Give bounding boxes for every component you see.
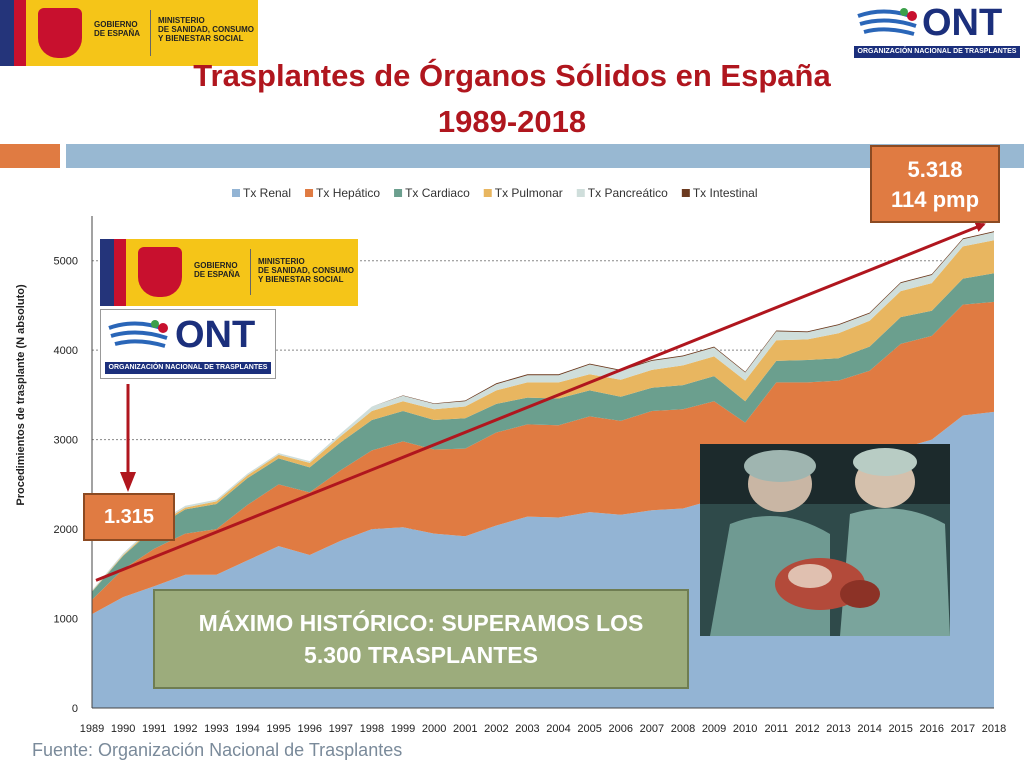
y-tick-label: 5000 [54, 256, 78, 268]
start-value-callout: 1.315 [83, 493, 175, 541]
surgery-photo [700, 444, 950, 636]
ont-word: ONT [175, 314, 256, 356]
y-tick-label: 1000 [54, 614, 78, 626]
x-tick-label: 2014 [857, 723, 881, 735]
page-title: Trasplantes de Órganos Sólidos en España [193, 58, 831, 93]
banner-line1: MÁXIMO HISTÓRICO: SUPERAMOS LOS [198, 610, 644, 636]
banner-line2: 5.300 TRASPLANTES [304, 642, 538, 668]
x-tick-label: 1998 [360, 723, 384, 735]
x-tick-label: 2010 [733, 723, 757, 735]
y-tick-label: 2000 [54, 524, 78, 536]
end-rate: 114 pmp [890, 187, 980, 212]
legend-swatch [483, 189, 492, 197]
legend-swatch [576, 189, 585, 197]
x-tick-label: 2011 [764, 723, 788, 735]
x-tick-label: 1990 [111, 723, 135, 735]
legend-label: Tx Cardiaco [405, 186, 470, 200]
y-tick-label: 0 [72, 703, 78, 715]
source-note: Fuente: Organización Nacional de Traspla… [32, 740, 403, 760]
legend-swatch [305, 189, 314, 197]
x-tick-label: 1999 [391, 723, 415, 735]
legend-label: Tx Pulmonar [495, 186, 563, 200]
x-tick-label: 2017 [951, 723, 975, 735]
x-tick-label: 2009 [702, 723, 726, 735]
ont-swoosh-icon [856, 8, 920, 40]
gov-text: GOBIERNO DE ESPAÑA [194, 261, 241, 279]
x-tick-label: 2001 [453, 723, 477, 735]
legend-swatch [394, 189, 403, 197]
x-tick-label: 2008 [671, 723, 695, 735]
legend-label: Tx Intestinal [693, 186, 758, 200]
ont-full-name: ORGANIZACIÓN NACIONAL DE TRASPLANTES [105, 362, 271, 374]
x-tick-label: 1989 [80, 723, 104, 735]
x-tick-label: 2018 [982, 723, 1006, 735]
x-tick-label: 2004 [546, 723, 570, 735]
end-value: 5.318 [907, 157, 963, 182]
legend-label: Tx Pancreático [588, 186, 668, 200]
x-tick-label: 1992 [173, 723, 197, 735]
decor-bar-blue [66, 144, 1024, 168]
chart-axes: 0 1000 2000 3000 4000 5000 1989 1990 1991 1992 199… [54, 216, 1006, 735]
eu-flag-icon [0, 0, 14, 66]
y-tick-label: 4000 [54, 345, 78, 357]
gov-logo-inner: GOBIERNO DE ESPAÑA MINISTERIO DE SANIDAD… [100, 239, 358, 306]
area-series-2 [92, 301, 994, 615]
legend-label: Tx Renal [243, 186, 291, 200]
ministry-text: MINISTERIO DE SANIDAD, CONSUMO Y BIENEST… [258, 257, 355, 284]
x-tick-label: 2003 [515, 723, 539, 735]
x-tick-label: 1994 [235, 723, 259, 735]
x-tick-label: 2016 [920, 723, 944, 735]
x-tick-label: 2013 [826, 723, 850, 735]
flag-stripe [14, 0, 26, 66]
x-tick-label: 2006 [609, 723, 633, 735]
x-tick-label: 2007 [640, 723, 664, 735]
gov-logo-header: GOBIERNO DE ESPAÑA MINISTERIO DE SANIDAD… [0, 0, 258, 66]
x-tick-label: 2002 [484, 723, 508, 735]
trend-arrow [95, 222, 986, 582]
end-value-callout: 5.318 114 pmp [870, 145, 1000, 223]
decor-bar-orange [0, 144, 60, 168]
gov-text: GOBIERNO DE ESPAÑA [94, 20, 141, 38]
x-tick-label: 1993 [204, 723, 228, 735]
logo-divider [250, 249, 251, 295]
page-subtitle-years: 1989-2018 [437, 104, 587, 139]
coat-of-arms-icon [38, 8, 82, 58]
ont-logo-inner: ONT ORGANIZACIÓN NACIONAL DE TRASPLANTES [100, 309, 276, 379]
x-tick-label: 2005 [577, 723, 601, 735]
eu-flag-icon [100, 239, 114, 306]
ministry-text: MINISTERIO DE SANIDAD, CONSUMO Y BIENEST… [158, 16, 255, 43]
ont-full-name: ORGANIZACIÓN NACIONAL DE TRASPLANTES [854, 46, 1020, 58]
x-tick-label: 1995 [266, 723, 290, 735]
down-arrow-icon [120, 384, 136, 492]
record-banner: MÁXIMO HISTÓRICO: SUPERAMOS LOS 5.300 TR… [153, 589, 689, 689]
logo-divider [150, 10, 151, 56]
x-tick-label: 2015 [888, 723, 912, 735]
ont-logo-header: ONT ORGANIZACIÓN NACIONAL DE TRASPLANTES [852, 2, 1020, 58]
ont-word: ONT [922, 2, 1003, 44]
chart-legend: Tx Renal Tx Hepático Tx Cardiaco Tx Pulmona… [232, 186, 758, 200]
legend-swatch [232, 189, 240, 197]
x-tick-label: 2012 [795, 723, 819, 735]
coat-of-arms-icon [138, 247, 182, 297]
legend-swatch [681, 189, 690, 197]
flag-stripe [114, 239, 126, 306]
x-tick-label: 1991 [142, 723, 166, 735]
legend-label: Tx Hepático [316, 186, 380, 200]
y-tick-label: 3000 [54, 435, 78, 447]
x-tick-label: 1996 [297, 723, 321, 735]
ont-swoosh-icon [107, 318, 171, 354]
x-tick-label: 2000 [422, 723, 446, 735]
y-axis-label: Procedimientos de trasplante (N absoluto… [15, 284, 27, 506]
x-tick-label: 1997 [329, 723, 353, 735]
